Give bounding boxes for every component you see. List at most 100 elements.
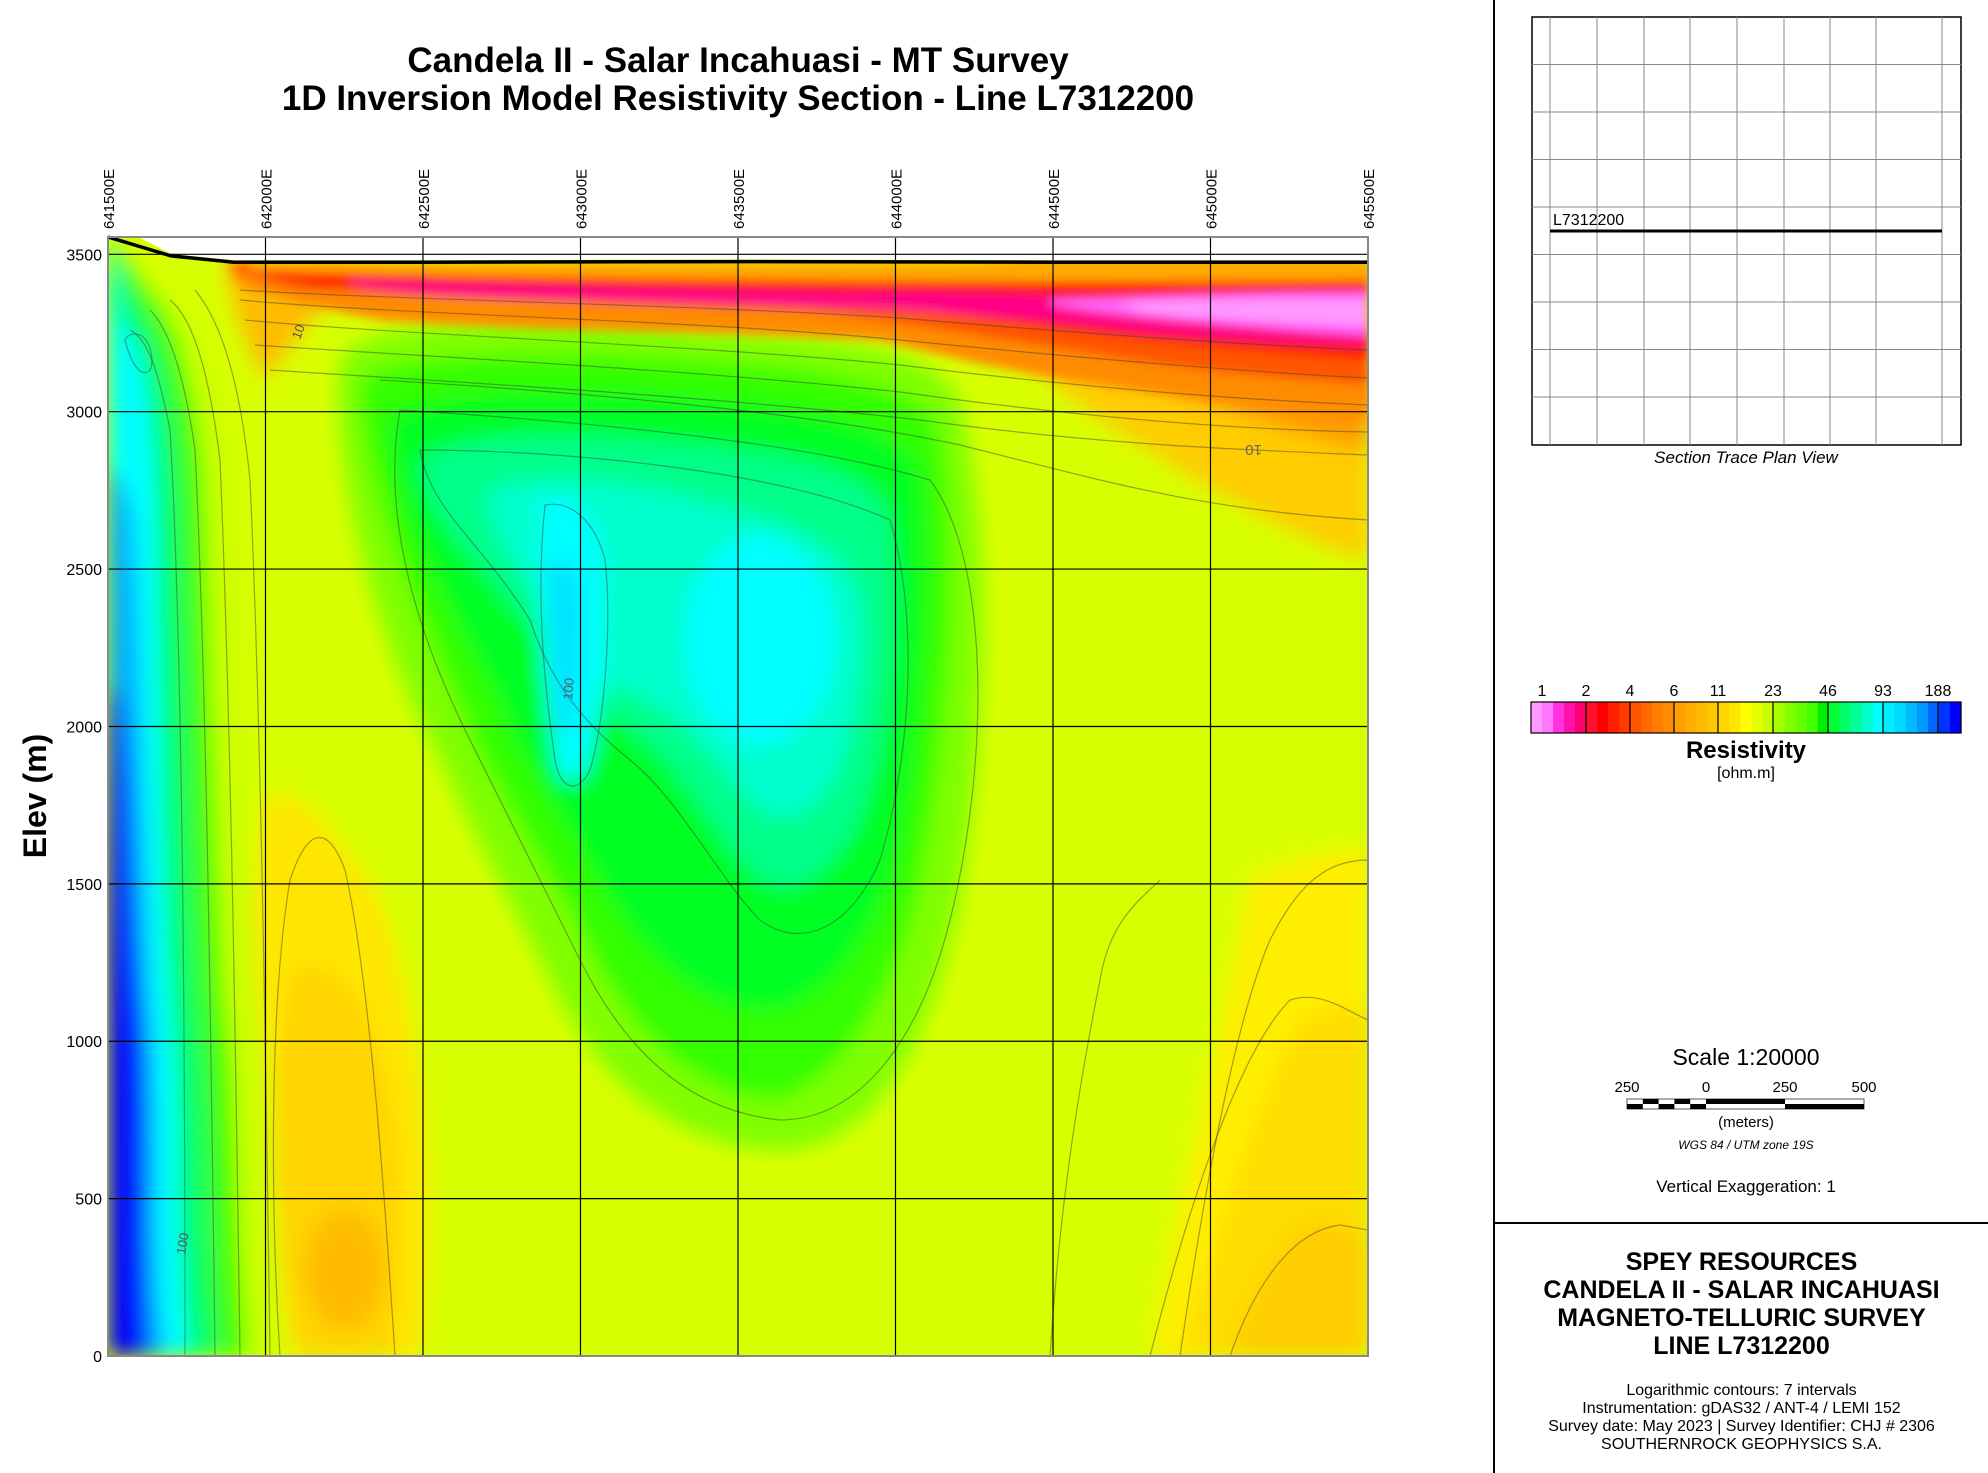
colorbar-swatch: [1729, 702, 1742, 733]
scale-segment: [1706, 1099, 1785, 1104]
section-trace-label: L7312200: [1553, 212, 1624, 229]
colorbar-swatch: [1564, 702, 1576, 733]
contour-lines: [124, 289, 1368, 1356]
colorbar-swatch: [1894, 702, 1907, 733]
colorbar: 1 2 4 6 11 23 46 93 188: [1530, 683, 1962, 734]
x-tick-label: 645500E: [1361, 169, 1378, 229]
scale-segment: [1627, 1104, 1643, 1109]
colorbar-swatch: [1762, 702, 1775, 733]
x-tick-label: 642500E: [416, 169, 433, 229]
colorbar-swatch: [1707, 702, 1720, 733]
colorbar-tick-label: 6: [1670, 683, 1679, 700]
topography-line: [107, 235, 1368, 264]
colorbar-swatch: [1685, 702, 1697, 733]
colorbar-swatch: [1795, 702, 1808, 733]
scale-label: 0: [1702, 1079, 1710, 1096]
colorbar-swatch: [1674, 702, 1686, 733]
title-block-survey-info: Survey date: May 2023 | Survey Identifie…: [1548, 1418, 1935, 1435]
title-block-line: LINE L7312200: [1653, 1332, 1830, 1360]
x-tick-label: 644000E: [889, 169, 906, 229]
colorbar-swatch: [1718, 702, 1731, 733]
y-axis-label: Elev (m): [17, 734, 53, 858]
x-tick-label: 643000E: [574, 169, 591, 229]
scale-units: (meters): [1718, 1114, 1774, 1131]
x-tick-label: 643500E: [731, 169, 748, 229]
vertical-exaggeration: Vertical Exaggeration: 1: [1656, 1177, 1836, 1196]
y-tick-label: 500: [75, 1192, 102, 1209]
chart-title-line2: 1D Inversion Model Resistivity Section -…: [281, 79, 1195, 118]
y-tick-label: 0: [93, 1349, 102, 1366]
colorbar-swatch: [1916, 702, 1929, 733]
y-tick-label: 3500: [66, 247, 102, 264]
colorbar-tick-label: 46: [1819, 683, 1837, 700]
colorbar-swatch: [1828, 702, 1841, 733]
y-tick-label: 1000: [66, 1034, 102, 1051]
contour-label: 100: [560, 677, 577, 700]
colorbar-title: Resistivity: [1685, 737, 1807, 764]
panel-divider: [1493, 0, 1495, 1473]
scale-label: 250: [1772, 1079, 1797, 1096]
scale-segment: [1674, 1099, 1691, 1104]
colorbar-swatch: [1696, 702, 1709, 733]
contour-label: 100: [173, 1232, 192, 1256]
scale-title: Scale 1:20000: [1672, 1044, 1820, 1070]
y-tick-label: 2000: [66, 719, 102, 736]
colorbar-swatch: [1773, 702, 1786, 733]
colorbar-swatch: [1806, 702, 1819, 733]
title-block-contours: Logarithmic contours: 7 intervals: [1626, 1382, 1857, 1399]
coordinate-system: WGS 84 / UTM zone 19S: [1678, 1138, 1814, 1152]
colorbar-swatch: [1861, 702, 1874, 733]
above-topography-mask: [138, 237, 1368, 261]
x-tick-label: 645000E: [1204, 169, 1221, 229]
colorbar-swatch: [1630, 702, 1642, 733]
scale-segment: [1658, 1104, 1675, 1109]
scale-bar: 250 0 250 500: [1614, 1079, 1877, 1110]
contour-label: 10: [289, 322, 308, 341]
colorbar-swatch: [1575, 702, 1587, 733]
title-block-contractor: SOUTHERNROCK GEOPHYSICS S.A.: [1601, 1436, 1882, 1453]
colorbar-tick-label: 11: [1710, 683, 1727, 700]
x-tick-label: 644500E: [1046, 169, 1063, 229]
scale-label: 500: [1851, 1079, 1876, 1096]
colorbar-swatch: [1619, 702, 1631, 733]
colorbar-tick-label: 23: [1764, 683, 1782, 700]
colorbar-frame: [1530, 701, 1962, 734]
colorbar-swatch: [1883, 702, 1896, 733]
colorbar-swatch: [1663, 702, 1675, 733]
colorbar-swatch: [1927, 702, 1940, 733]
colorbar-tick-label: 93: [1874, 683, 1892, 700]
plan-view: L7312200: [1531, 16, 1962, 446]
plot-frame: [107, 236, 1369, 1357]
colorbar-swatch: [1872, 702, 1885, 733]
colorbar-tick-label: 188: [1925, 683, 1952, 700]
colorbar-swatch: [1597, 702, 1609, 733]
resistivity-fill: 10 10 100 100: [108, 237, 1368, 1356]
colorbar-swatch: [1652, 702, 1664, 733]
colorbar-tick-label: 2: [1582, 683, 1591, 700]
colorbar-swatch: [1641, 702, 1653, 733]
colorbar-swatch: [1531, 702, 1543, 733]
scale-label: 250: [1614, 1079, 1639, 1096]
y-tick-label: 2500: [66, 562, 102, 579]
colorbar-swatch: [1784, 702, 1797, 733]
x-tick-label: 642000E: [259, 169, 276, 229]
scale-segment: [1785, 1104, 1864, 1109]
colorbar-swatch: [1850, 702, 1863, 733]
colorbar-swatch: [1839, 702, 1852, 733]
colorbar-swatch: [1817, 702, 1830, 733]
title-block-survey: MAGNETO-TELLURIC SURVEY: [1557, 1304, 1926, 1332]
colorbar-swatch: [1905, 702, 1918, 733]
chart-title-line1: Candela II - Salar Incahuasi - MT Survey: [407, 41, 1069, 80]
colorbar-swatch: [1938, 702, 1951, 733]
colorbar-swatch: [1751, 702, 1764, 733]
y-tick-label: 1500: [66, 877, 102, 894]
colorbar-swatch: [1553, 702, 1565, 733]
colorbar-tick-label: 4: [1626, 683, 1635, 700]
title-block-divider: [1493, 1222, 1988, 1224]
colorbar-swatch: [1949, 702, 1962, 733]
colorbar-swatch: [1586, 702, 1598, 733]
x-axis: 641500E 642000E 642500E 643000E 643500E 64400…: [101, 169, 1378, 229]
colorbar-swatch: [1608, 702, 1620, 733]
title-block-company: SPEY RESOURCES: [1625, 1248, 1858, 1276]
y-tick-label: 3000: [66, 405, 102, 422]
